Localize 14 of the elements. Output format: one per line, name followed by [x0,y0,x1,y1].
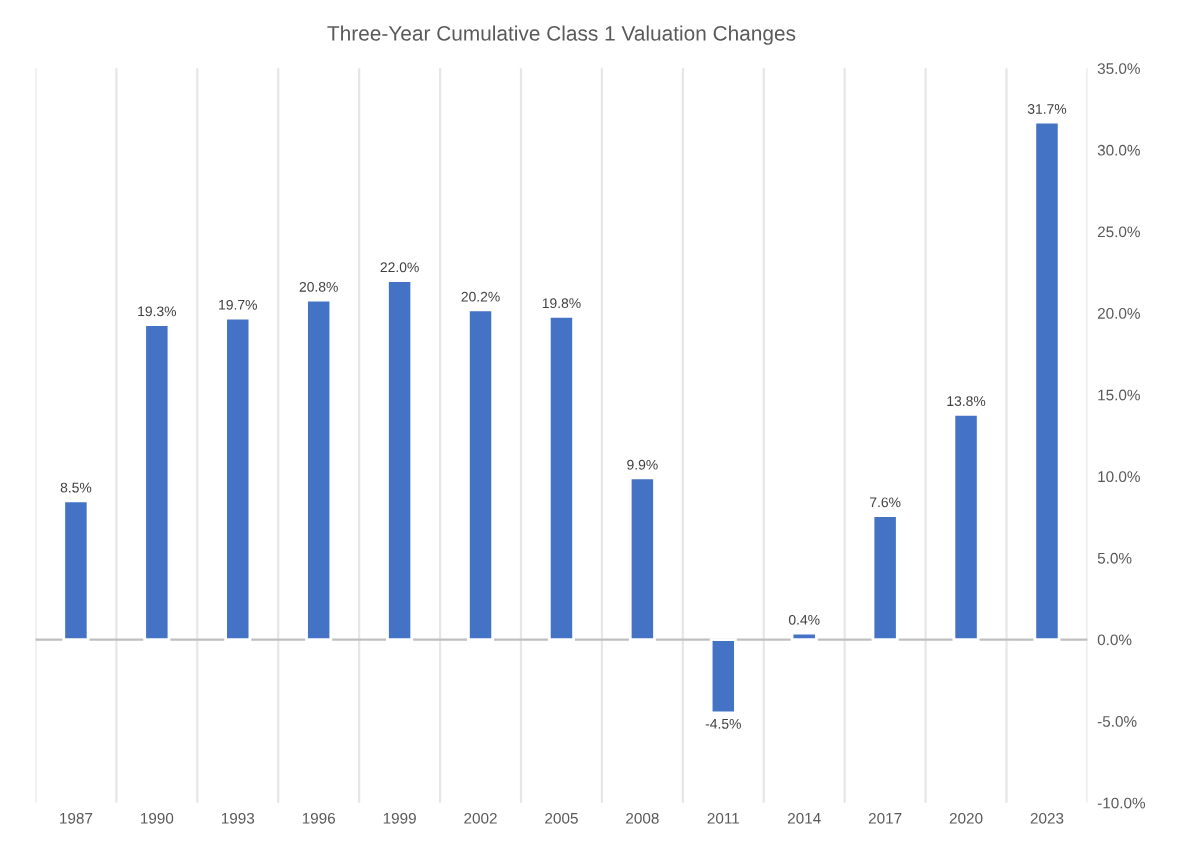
bar [305,298,333,641]
chart-title: Three-Year Cumulative Class 1 Valuation Changes [327,25,796,45]
bar [709,638,737,715]
bar [628,476,656,641]
bar [1033,120,1061,641]
bar [62,499,90,641]
bar [790,631,818,641]
bar [871,514,899,641]
bar [224,316,252,641]
bar [386,279,414,641]
bar [467,308,495,641]
bar [952,412,980,641]
bar [547,315,575,641]
bar [143,323,171,641]
